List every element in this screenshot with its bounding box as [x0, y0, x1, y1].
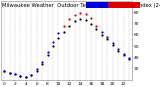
Point — [111, 44, 114, 46]
Point — [68, 25, 71, 27]
Point — [63, 31, 65, 32]
Point — [24, 77, 27, 78]
Point — [73, 14, 76, 15]
Point — [90, 23, 92, 24]
Point — [52, 45, 54, 47]
Point — [122, 54, 125, 56]
Point — [3, 70, 5, 71]
Point — [52, 41, 54, 42]
Point — [30, 74, 32, 76]
Point — [24, 77, 27, 78]
Point — [8, 72, 11, 74]
Point — [8, 72, 11, 74]
Point — [100, 34, 103, 36]
Point — [90, 17, 92, 19]
Point — [84, 20, 87, 21]
Point — [57, 37, 60, 39]
Point — [3, 70, 5, 71]
Point — [84, 13, 87, 14]
Point — [117, 49, 119, 50]
Point — [95, 25, 98, 27]
Point — [14, 73, 16, 75]
Text: Milwaukee Weather  Outdoor Temperature vs Heat Index (24 Hours): Milwaukee Weather Outdoor Temperature vs… — [2, 3, 160, 8]
Point — [46, 54, 49, 56]
Point — [68, 19, 71, 20]
Point — [19, 76, 22, 77]
Point — [41, 61, 43, 62]
Point — [128, 59, 130, 60]
Point — [35, 70, 38, 71]
Point — [14, 73, 16, 75]
Point — [106, 36, 108, 38]
Point — [117, 50, 119, 51]
Point — [57, 32, 60, 33]
Point — [73, 21, 76, 22]
Point — [122, 53, 125, 55]
Point — [79, 19, 81, 20]
Point — [79, 12, 81, 13]
Point — [63, 25, 65, 27]
Point — [30, 74, 32, 76]
Point — [35, 69, 38, 70]
Point — [46, 51, 49, 52]
Point — [95, 29, 98, 30]
Point — [106, 39, 108, 40]
Point — [128, 58, 130, 59]
Point — [111, 42, 114, 43]
Point — [100, 31, 103, 32]
Point — [41, 63, 43, 65]
Point — [19, 76, 22, 77]
